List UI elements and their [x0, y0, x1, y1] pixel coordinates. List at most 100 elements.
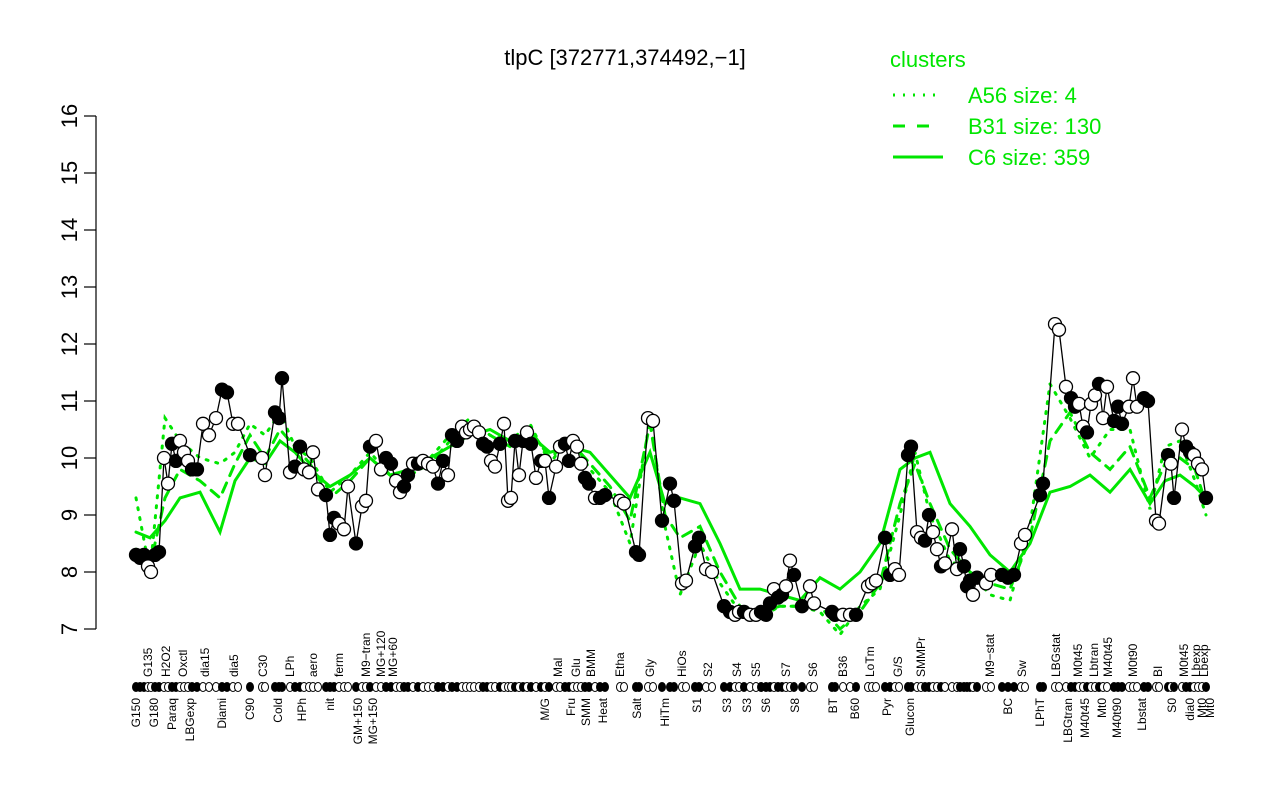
data-point	[318, 487, 334, 503]
rug-marker	[790, 682, 798, 692]
x-tick-label: Diami	[215, 698, 229, 729]
rug-marker	[831, 682, 839, 692]
data-point	[160, 476, 176, 491]
x-tick-label: S4	[730, 662, 744, 677]
x-tick-label: H2O2	[159, 645, 173, 677]
data-point	[704, 564, 720, 580]
rug-marker	[670, 682, 678, 692]
data-point	[1140, 393, 1156, 409]
rug-marker	[810, 682, 818, 692]
rug-marker	[708, 682, 716, 692]
data-point	[616, 496, 632, 511]
x-tick-label: M0t90	[1126, 643, 1140, 677]
data-point	[778, 579, 794, 594]
data-point	[254, 450, 270, 466]
rug-marker	[1144, 682, 1152, 692]
rug-marker	[1010, 682, 1018, 692]
data-point	[1071, 396, 1087, 412]
data-point	[368, 433, 384, 449]
x-rug-markers	[132, 682, 1210, 692]
rug-marker	[234, 682, 242, 692]
data-point	[921, 507, 937, 523]
x-tick-label: HiTm	[658, 698, 672, 727]
series-solid	[134, 427, 1208, 603]
data-point	[1163, 456, 1179, 471]
data-point	[1079, 425, 1095, 440]
rug-marker	[314, 682, 322, 692]
x-tick-label: SMMPr	[914, 637, 928, 677]
data-point	[503, 490, 519, 506]
x-tick-label: Cold	[271, 698, 285, 723]
data-point	[1125, 371, 1141, 386]
data-point	[678, 573, 694, 588]
rug-marker	[205, 682, 213, 692]
rug-marker	[1118, 682, 1126, 692]
data-point	[511, 467, 527, 483]
series-dotted	[134, 379, 1208, 638]
x-tick-label: LPh	[283, 656, 297, 677]
data-point	[322, 527, 338, 543]
rug-marker	[635, 682, 643, 692]
x-tick-label: LBGstat	[1049, 633, 1063, 677]
rug-marker	[1155, 682, 1163, 692]
x-tick-label: M0t45	[1071, 643, 1085, 677]
data-point	[786, 567, 802, 583]
y-tick-label: 8	[57, 566, 82, 578]
y-tick-label: 15	[57, 161, 82, 185]
x-tick-label: Pyr	[880, 698, 894, 716]
data-point	[271, 410, 287, 426]
data-point	[925, 524, 941, 540]
data-point	[219, 385, 235, 400]
x-tick-label: Mt0	[1195, 698, 1209, 718]
x-tick-label: M40t45	[1101, 637, 1115, 677]
x-tick-label: G150	[129, 698, 143, 728]
x-tick-label: G/S	[891, 656, 905, 677]
x-tick-label: G135	[141, 647, 155, 677]
data-point	[496, 416, 512, 431]
rug-marker	[941, 682, 949, 692]
legend-entry-c6: C6 size: 359	[968, 145, 1090, 170]
x-tick-label: M/G	[538, 698, 552, 721]
rug-marker	[1039, 682, 1047, 692]
y-tick-label: 12	[57, 332, 82, 356]
x-tick-label: dia15	[198, 647, 212, 677]
data-point	[208, 410, 224, 426]
legend-entry-b31: B31 size: 130	[968, 114, 1101, 139]
x-axis-labels: G135 H2O2 Oxctl dia15 dia5 C30 LPh aero ferm M9−t…	[129, 630, 1217, 744]
x-tick-label: MG+150	[366, 698, 380, 745]
x-tick-label: S7	[779, 662, 793, 677]
x-tick-label: LoTm	[863, 646, 877, 677]
x-tick-label: LPhT	[1033, 697, 1047, 726]
data-points	[128, 316, 1214, 622]
y-tick-label: 14	[57, 218, 82, 242]
data-point	[305, 445, 321, 460]
data-point	[1198, 490, 1214, 506]
x-tick-label: Glucon	[903, 698, 917, 736]
data-point	[492, 436, 508, 451]
data-point	[201, 428, 217, 443]
data-point	[929, 542, 945, 557]
rug-marker	[1133, 682, 1141, 692]
x-tick-label: Oxctl	[176, 650, 190, 677]
data-point	[952, 542, 968, 557]
x-tick-label: Mal	[551, 658, 565, 677]
y-tick-label: 11	[57, 390, 82, 413]
data-point	[1174, 422, 1190, 437]
x-tick-label: S3	[740, 698, 754, 713]
data-point	[383, 456, 399, 471]
rug-marker	[682, 682, 690, 692]
data-point	[1035, 476, 1051, 491]
data-point	[573, 456, 589, 471]
data-point	[1017, 527, 1033, 543]
data-point	[479, 439, 495, 454]
data-point	[242, 447, 258, 463]
x-tick-label: G180	[147, 698, 161, 728]
x-tick-label: Lbtran	[1087, 643, 1101, 677]
data-point	[523, 436, 539, 451]
rug-marker	[1170, 682, 1178, 692]
x-tick-label: Sw	[1015, 660, 1029, 677]
data-point	[301, 465, 317, 480]
x-tick-label: Mt0	[1095, 698, 1109, 718]
x-tick-label: M40t90	[1110, 698, 1124, 738]
x-tick-label: S8	[788, 698, 802, 713]
